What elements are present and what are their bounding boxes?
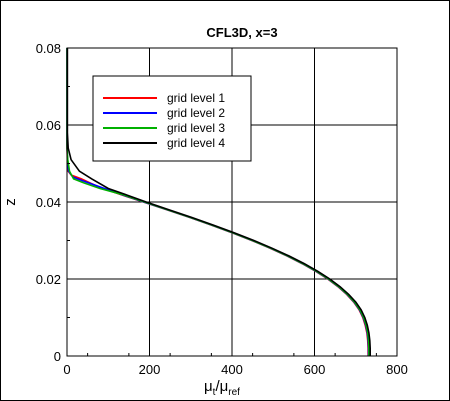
y-tick-label: 0 — [54, 349, 61, 364]
x-tick-label: 200 — [139, 362, 161, 377]
legend-label-2: grid level 2 — [167, 106, 225, 120]
legend-label-3: grid level 3 — [167, 121, 225, 135]
y-axis-title: z — [2, 198, 19, 206]
y-tick-label: 0.02 — [36, 272, 61, 287]
series-line-4 — [66, 48, 371, 356]
x-tick-label: 600 — [304, 362, 326, 377]
x-axis-title-denom: μ — [220, 378, 229, 395]
y-tick-label: 0.08 — [36, 41, 61, 56]
legend-label-4: grid level 4 — [167, 136, 225, 150]
y-tick-label: 0.04 — [36, 195, 61, 210]
x-axis-title-base-sub: t — [213, 387, 216, 398]
tick-layer: 0 200 400 600 800 0 0.02 0.04 0.06 0.08 — [36, 41, 408, 377]
x-tick-label: 400 — [221, 362, 243, 377]
x-tick-label: 0 — [63, 362, 70, 377]
x-axis-title-base: μ — [204, 378, 213, 395]
series-layer — [66, 48, 371, 356]
chart-title: CFL3D, x=3 — [206, 25, 277, 40]
x-axis-title-denom-sub: ref — [228, 387, 240, 398]
y-tick-label: 0.06 — [36, 118, 61, 133]
x-axis-title: μt/μref — [204, 378, 240, 398]
x-axis-title-sep: / — [215, 378, 220, 395]
legend-box — [92, 75, 252, 162]
legend-label-1: grid level 1 — [167, 91, 225, 105]
x-tick-label: 800 — [386, 362, 408, 377]
